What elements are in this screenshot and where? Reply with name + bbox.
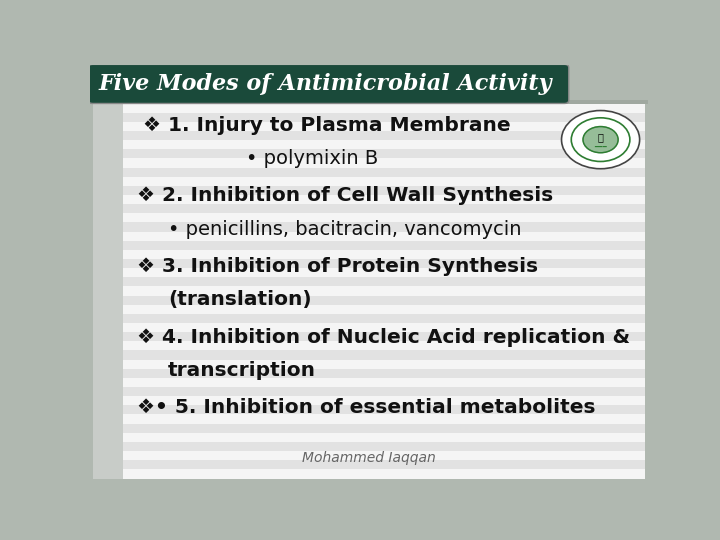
- Bar: [93, 350, 645, 360]
- Text: ❖ 3. Inhibition of Protein Synthesis: ❖ 3. Inhibition of Protein Synthesis: [138, 257, 539, 276]
- Text: Mohammed Iaqqan: Mohammed Iaqqan: [302, 451, 436, 465]
- Text: • penicillins, bacitracin, vancomycin: • penicillins, bacitracin, vancomycin: [168, 220, 521, 239]
- Text: (translation): (translation): [168, 290, 312, 309]
- Bar: [93, 314, 645, 323]
- Bar: [93, 295, 645, 305]
- Text: transcription: transcription: [168, 361, 316, 380]
- Text: 🏛: 🏛: [598, 132, 603, 141]
- Bar: [93, 204, 645, 213]
- Text: ❖• 5. Inhibition of essential metabolites: ❖• 5. Inhibition of essential metabolite…: [138, 399, 596, 417]
- Bar: [93, 213, 645, 222]
- Circle shape: [583, 126, 618, 153]
- Bar: [93, 232, 645, 241]
- Bar: [93, 360, 645, 369]
- Bar: [93, 460, 645, 469]
- Bar: [93, 433, 645, 442]
- Bar: [93, 424, 645, 433]
- Bar: [93, 158, 645, 167]
- Bar: [93, 305, 645, 314]
- Bar: [93, 140, 645, 149]
- Bar: [93, 451, 645, 460]
- Bar: [93, 396, 645, 406]
- Bar: [93, 442, 645, 451]
- Bar: [93, 406, 645, 415]
- Bar: [93, 167, 645, 177]
- Bar: [93, 131, 645, 140]
- Bar: [93, 122, 645, 131]
- Bar: [93, 113, 645, 122]
- Bar: [93, 469, 645, 478]
- Bar: [93, 241, 645, 250]
- Bar: [93, 387, 645, 396]
- Bar: [90, 100, 648, 104]
- Bar: [93, 102, 124, 478]
- Text: • polymixin B: • polymixin B: [246, 149, 379, 168]
- Bar: [93, 149, 645, 158]
- Bar: [93, 268, 645, 277]
- Bar: [93, 177, 645, 186]
- Text: ❖ 2. Inhibition of Cell Wall Synthesis: ❖ 2. Inhibition of Cell Wall Synthesis: [138, 186, 554, 205]
- Bar: [93, 378, 645, 387]
- Bar: [93, 286, 645, 295]
- Text: Five Modes of Antimicrobial Activity: Five Modes of Antimicrobial Activity: [99, 72, 552, 94]
- Bar: [93, 250, 645, 259]
- Bar: [93, 222, 645, 232]
- Text: ❖ 1. Injury to Plasma Membrane: ❖ 1. Injury to Plasma Membrane: [143, 116, 510, 134]
- Text: ━━━: ━━━: [594, 144, 607, 150]
- Bar: [93, 369, 645, 378]
- Text: ❖ 4. Inhibition of Nucleic Acid replication &: ❖ 4. Inhibition of Nucleic Acid replicat…: [138, 328, 631, 347]
- Circle shape: [562, 111, 639, 168]
- FancyBboxPatch shape: [89, 64, 569, 104]
- Bar: [93, 341, 645, 350]
- Bar: [93, 415, 645, 424]
- Bar: [93, 332, 645, 341]
- Bar: [93, 195, 645, 204]
- Bar: [93, 323, 645, 332]
- Bar: [93, 186, 645, 195]
- Bar: [93, 277, 645, 286]
- Bar: [93, 259, 645, 268]
